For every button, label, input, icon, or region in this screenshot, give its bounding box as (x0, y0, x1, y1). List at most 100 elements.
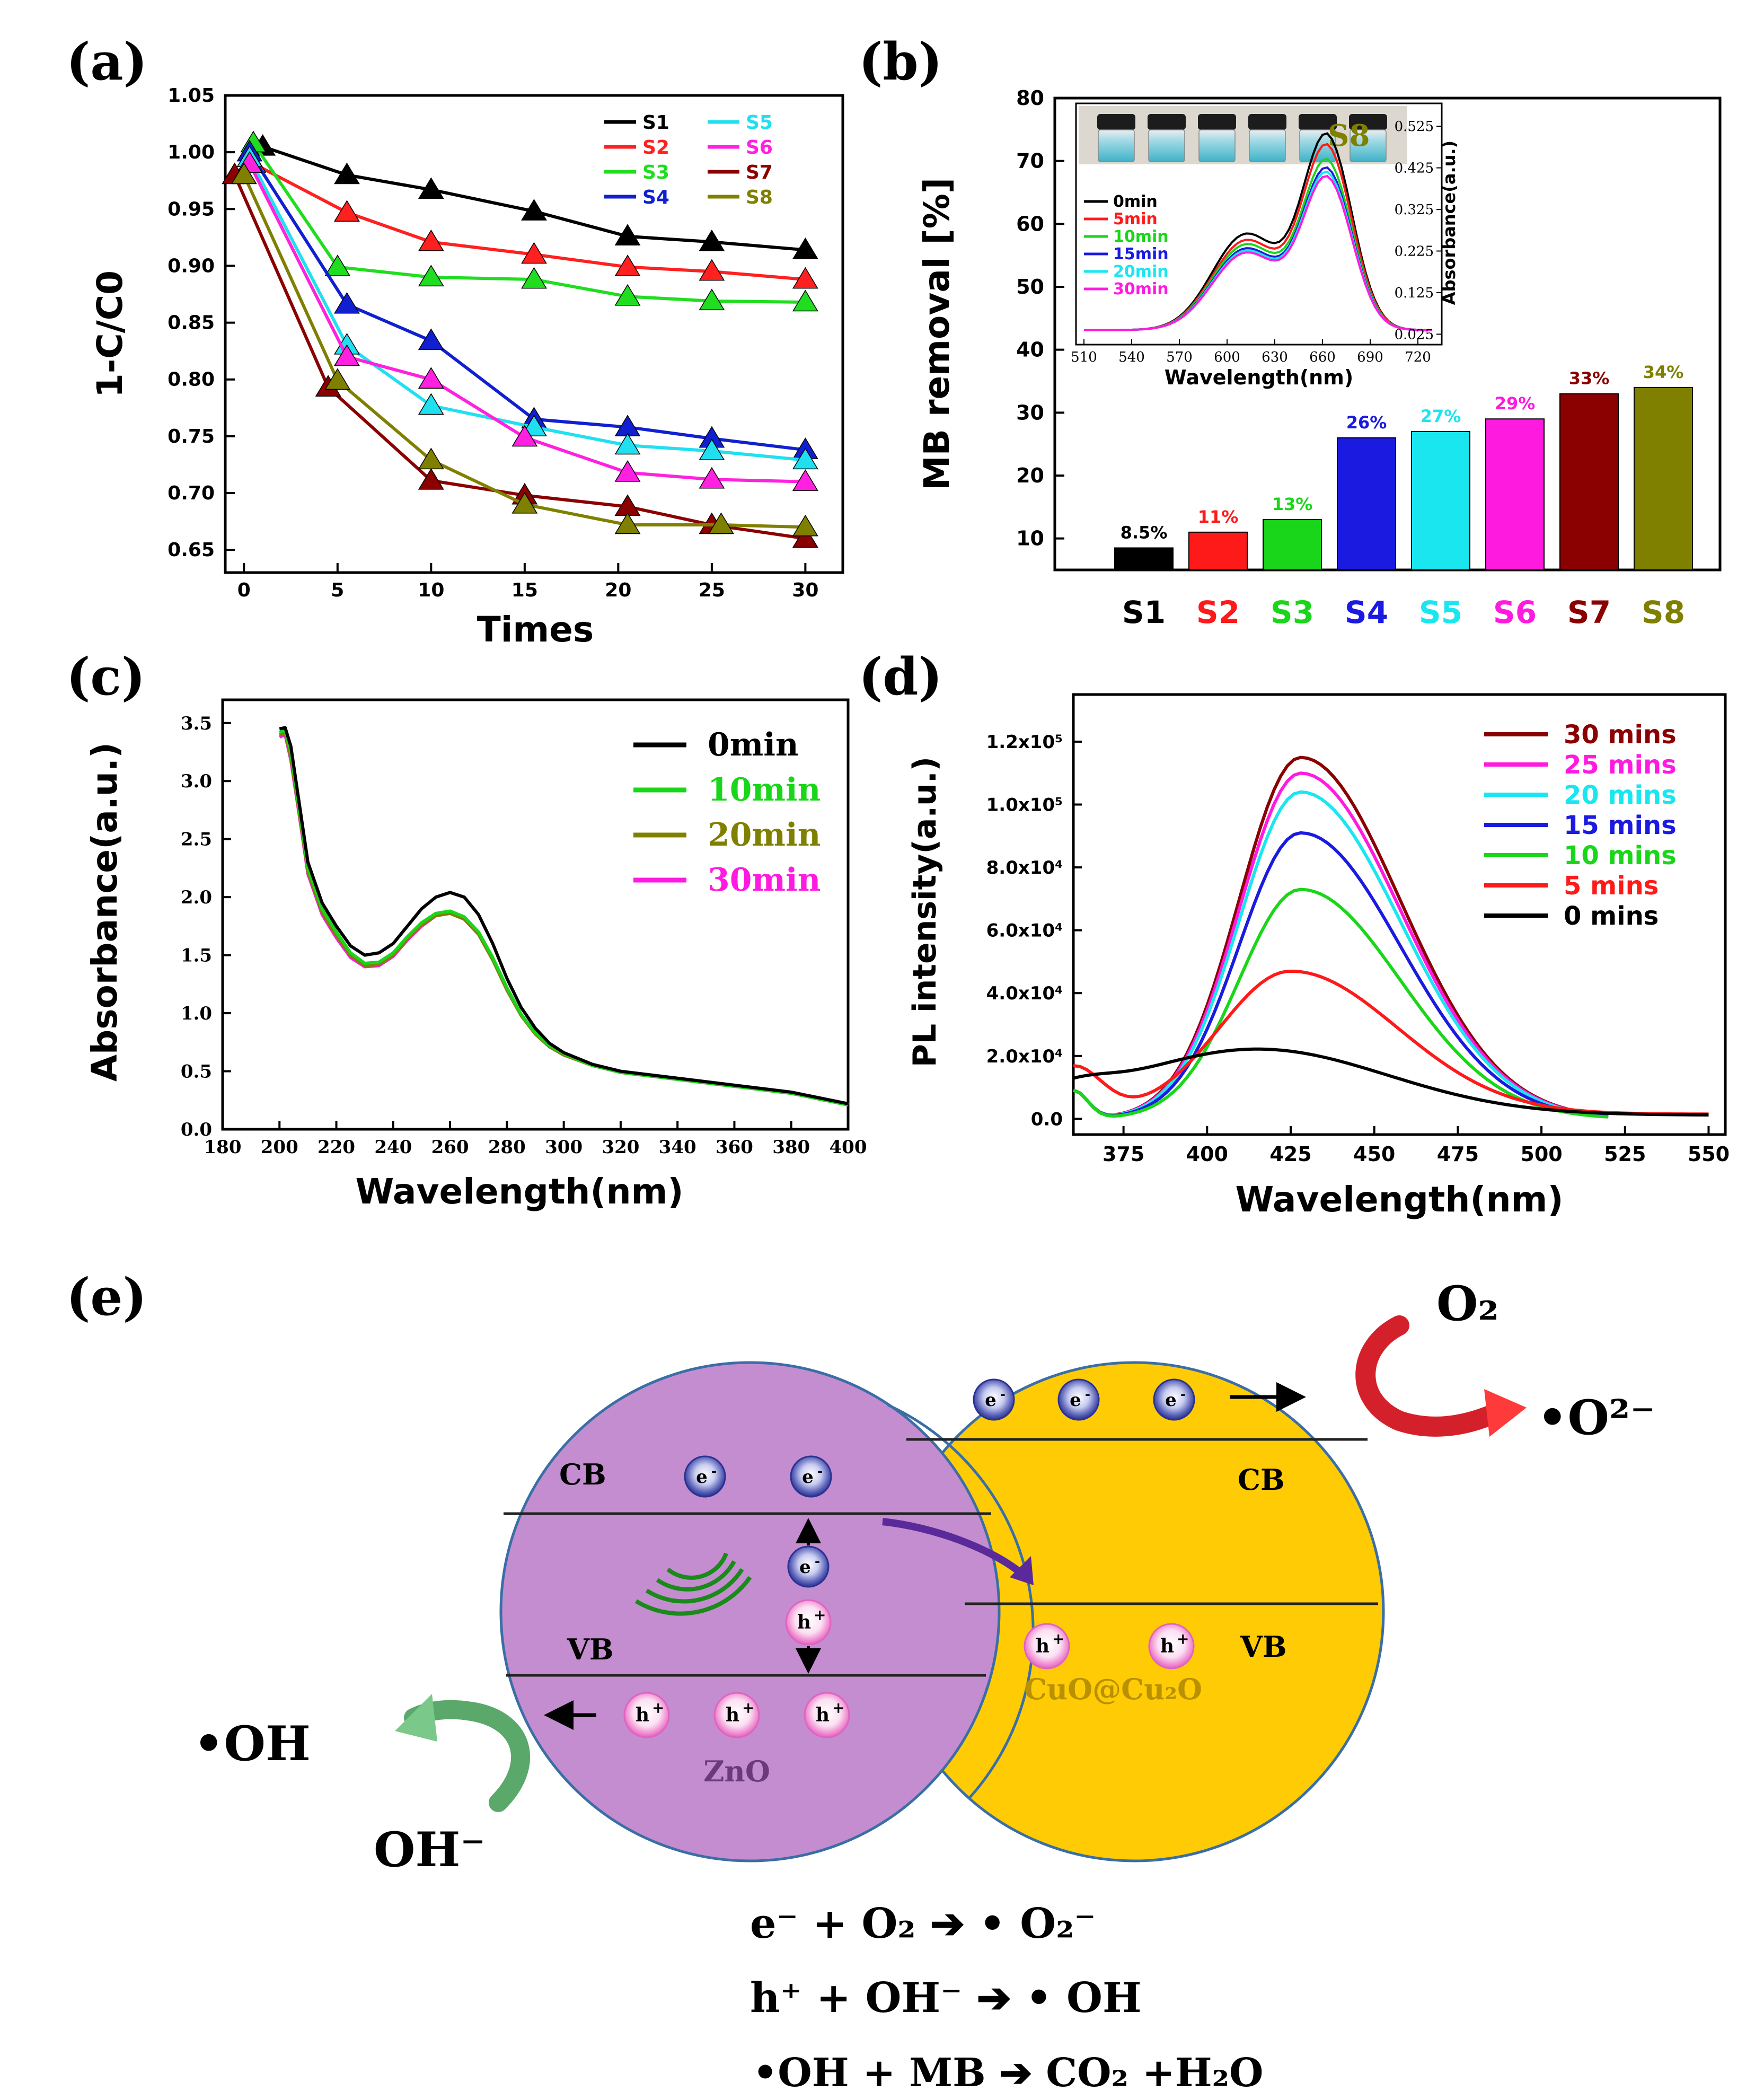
a-ytick-label: 0.80 (167, 369, 215, 391)
b-bar-value-S5: 27% (1421, 406, 1461, 426)
inset-xtick-label: 660 (1309, 349, 1336, 365)
inset-frame (1075, 102, 1443, 346)
electron-symbol: e (799, 1557, 811, 1578)
a-point-S1 (792, 237, 818, 259)
b-bar-S7 (1559, 393, 1619, 570)
vial-cap (1248, 114, 1286, 130)
b-ytick-label: 10 (1016, 527, 1044, 550)
a-xtick-label: 10 (418, 579, 444, 601)
a-legend-label-S8: S8 (746, 187, 773, 208)
b-bar-value-S6: 29% (1495, 393, 1536, 414)
a-point-S1 (418, 177, 444, 199)
zno-vb-label: VB (567, 1632, 614, 1666)
a-series-line-S8 (242, 174, 806, 529)
inset-ytick-label: 0.325 (1395, 202, 1434, 218)
chart-d-xlabel: Wavelength(nm) (1235, 1179, 1563, 1220)
d-xtick-label: 525 (1604, 1143, 1646, 1166)
electron-icon (790, 1455, 832, 1498)
electron-migration-arrow (882, 1518, 1026, 1578)
hole-icon (804, 1692, 850, 1738)
a-point-S3 (614, 284, 641, 306)
electron-migration-arrowhead (1010, 1556, 1034, 1585)
a-point-S5 (699, 438, 725, 460)
c-xtick-label: 260 (431, 1137, 469, 1158)
a-point-S5 (614, 433, 641, 455)
d-xtick-label: 425 (1269, 1143, 1311, 1166)
b-category-S1: S1 (1122, 594, 1166, 630)
vial-cap (1097, 114, 1135, 130)
hole-icon (623, 1692, 670, 1738)
a-xtick-label: 30 (792, 579, 818, 601)
d-ytick-label: 1.2x10⁵ (986, 732, 1063, 753)
d-xtick-label: 500 (1520, 1143, 1562, 1166)
inset-xtick-label: 540 (1118, 349, 1145, 365)
hole-icon (1148, 1623, 1195, 1670)
inset-ytick-label: 0.225 (1395, 243, 1434, 259)
d-xtick-label: 475 (1437, 1143, 1479, 1166)
a-point-S6 (792, 469, 818, 491)
c-series-line-0min (279, 726, 849, 1105)
inset-xtick-label: 600 (1214, 349, 1240, 365)
a-legend-label-S3: S3 (642, 162, 669, 183)
a-point-S3 (699, 288, 725, 311)
chart-d-pl-intensity: 375 400 425 450 475 500 525 550 0.0 2.0x10⁴ 4.0x10… (906, 693, 1730, 1220)
inset-title: S8 (1328, 118, 1370, 153)
equation-2: h⁺ + OH⁻ ➔ • OH (750, 1974, 1142, 2022)
d-series-line-0 mins (1073, 1047, 1709, 1117)
b-ytick-label: 40 (1016, 338, 1044, 362)
zno-label: ZnO (703, 1754, 770, 1788)
a-point-S8 (708, 512, 734, 534)
c-ytick-label: 3.5 (181, 713, 212, 734)
a-point-S3 (418, 265, 444, 287)
b-bar-value-S8: 34% (1643, 362, 1684, 382)
oh-minus-label: OH⁻ (374, 1822, 486, 1878)
vial-body (1098, 129, 1135, 162)
hole-charge: + (1052, 1630, 1064, 1648)
c-legend-label-10min: 10min (708, 771, 821, 809)
electron-symbol: e (1165, 1390, 1177, 1411)
d-legend-label-10 mins: 10 mins (1564, 841, 1677, 871)
oh-radical-label: •OH (193, 1716, 311, 1772)
superoxide-label: •O²⁻ (1537, 1390, 1655, 1446)
a-point-S3 (521, 267, 547, 289)
cuo-label: CuO@Cu₂O (1024, 1672, 1202, 1706)
d-ytick-label: 1.0x10⁵ (986, 795, 1063, 816)
a-legend-label-S5: S5 (746, 112, 773, 134)
a-ytick-label: 0.65 (167, 539, 215, 561)
zno-particle (499, 1361, 1001, 1862)
a-point-S2 (334, 200, 360, 222)
a-point-S2 (699, 259, 725, 281)
electron-charge: - (815, 1553, 820, 1569)
b-bar-value-S7: 33% (1569, 368, 1610, 389)
hole-symbol: h (1036, 1635, 1050, 1657)
a-point-S6 (614, 460, 641, 482)
hole-charge: + (832, 1699, 844, 1717)
b-ytick-label: 70 (1016, 150, 1044, 173)
hole-icon (713, 1692, 760, 1738)
b-ytick-label: 30 (1016, 401, 1044, 424)
hole-charge: + (742, 1699, 754, 1717)
inset-ytick-label: 0.525 (1395, 119, 1434, 135)
b-category-S2: S2 (1196, 594, 1240, 630)
a-point-S2 (614, 254, 641, 276)
c-ytick-label: 0.5 (181, 1061, 212, 1083)
hole-charge: + (814, 1606, 826, 1624)
b-bar-S3 (1263, 519, 1322, 570)
b-ytick-label: 20 (1016, 464, 1044, 487)
superoxide-arrow (1355, 1315, 1500, 1437)
a-legend-label-S6: S6 (746, 137, 773, 159)
a-ytick-label: 1.05 (167, 85, 215, 107)
c-xtick-label: 220 (318, 1137, 355, 1158)
a-point-S5 (792, 447, 818, 470)
b-category-S7: S7 (1567, 594, 1611, 630)
b-bar-value-S4: 26% (1346, 412, 1387, 433)
a-point-S4 (334, 292, 360, 314)
chart-c-xlabel: Wavelength(nm) (355, 1171, 683, 1212)
hole-icon (785, 1599, 832, 1646)
d-ytick-label: 8.0x10⁴ (986, 857, 1063, 878)
a-point-S2 (418, 229, 444, 251)
panel-label-a: (a) (66, 32, 147, 92)
a-point-S7 (792, 526, 818, 548)
chart-b-ylabel: MB removal [%] (916, 178, 957, 490)
electron-symbol: e (985, 1390, 996, 1411)
